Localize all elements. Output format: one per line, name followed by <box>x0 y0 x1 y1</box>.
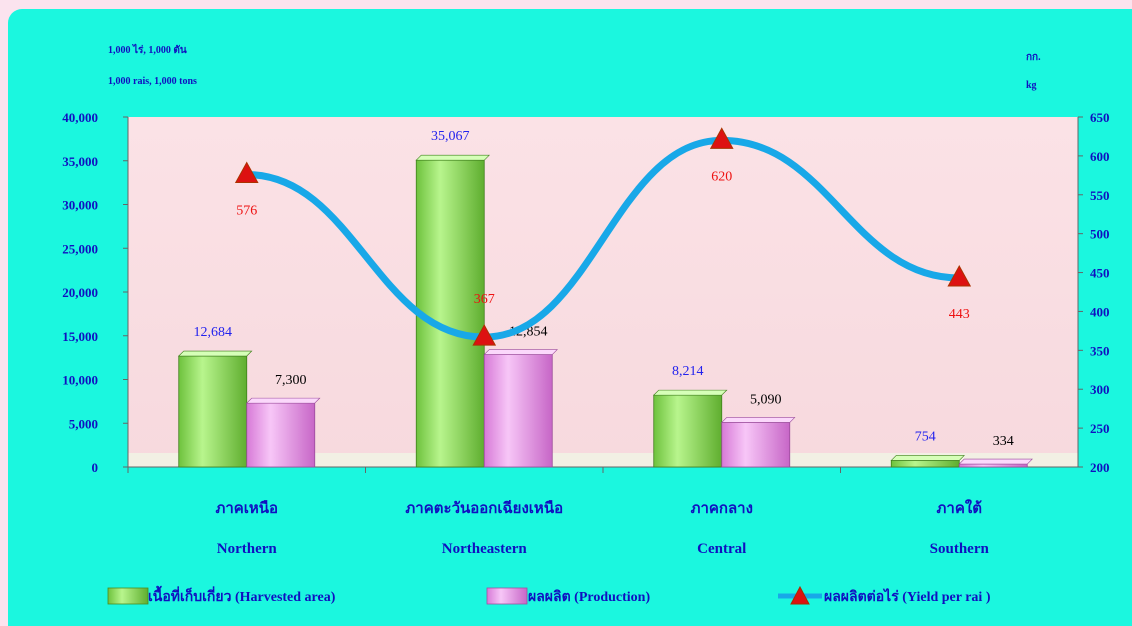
category-labels: ภาคเหนือ Northern ภาคตะวันออกเฉียงเหนือ Nor… <box>127 467 990 557</box>
bar-top-production <box>483 349 558 355</box>
bar-top-harvested <box>415 154 490 161</box>
left-tick-label: 10,000 <box>62 373 98 388</box>
left-unit-en: 1,000 rais, 1,000 tons <box>108 76 197 87</box>
category-label-en: Southern <box>930 541 990 557</box>
right-tick-label: 250 <box>1090 421 1110 436</box>
right-tick-label: 400 <box>1090 304 1110 319</box>
legend-label-yield: ผลผลิตต่อไร่ (Yield per rai ) <box>824 587 991 605</box>
category-label-en: Northern <box>217 541 278 557</box>
bar-harvested <box>415 159 485 468</box>
data-label-harvested: 35,067 <box>431 129 470 144</box>
legend-item-harvested[interactable]: เนื้อที่เก็บเกี่ยว (Harvested area) <box>107 585 336 605</box>
left-tick-label: 30,000 <box>62 198 98 213</box>
category-label-th: ภาคกลาง <box>691 501 753 517</box>
data-label-harvested: 12,684 <box>194 325 233 340</box>
right-tick-label: 300 <box>1090 382 1110 397</box>
right-tick-label: 500 <box>1090 227 1110 242</box>
right-tick-label: 450 <box>1090 266 1110 281</box>
right-tick-label: 600 <box>1090 149 1110 164</box>
data-label-production: 7,300 <box>275 373 307 388</box>
legend: เนื้อที่เก็บเกี่ยว (Harvested area) ผลผล… <box>107 585 991 605</box>
yield-data-label: 620 <box>711 169 732 184</box>
yield-marker <box>947 264 972 287</box>
left-tick-label: 25,000 <box>62 241 98 256</box>
legend-item-production[interactable]: ผลผลิต (Production) <box>486 587 650 605</box>
right-unit-en: kg <box>1026 80 1037 91</box>
yield-line: 576 367 620 443 <box>234 127 972 346</box>
right-tick-label: 350 <box>1090 343 1110 358</box>
yield-series-line <box>243 136 963 341</box>
bar-top-harvested <box>178 350 253 357</box>
data-label-production: 334 <box>993 434 1014 449</box>
bar-harvested <box>653 394 723 468</box>
category-label-en: Central <box>697 541 746 557</box>
bar-production <box>958 463 1028 468</box>
right-axis: 200 250 300 350 400 450 500 550 600 650 <box>1078 110 1110 475</box>
bar-top-harvested <box>653 389 728 396</box>
floor <box>128 453 1078 467</box>
category-label-th: ภาคใต้ <box>937 499 982 517</box>
data-label-harvested: 8,214 <box>672 364 704 379</box>
data-label-harvested: 754 <box>915 429 936 444</box>
left-tick-label: 40,000 <box>62 110 98 125</box>
bar-production <box>721 422 791 468</box>
left-tick-label: 15,000 <box>62 329 98 344</box>
right-tick-label: 550 <box>1090 188 1110 203</box>
left-axis: 0 5,000 10,000 15,000 20,000 25,000 30,000 35,0… <box>62 110 128 475</box>
legend-swatch-harvested <box>107 587 149 605</box>
category-label-th: ภาคตะวันออกเฉียงเหนือ <box>405 500 563 517</box>
data-label-production: 5,090 <box>750 392 782 407</box>
legend-item-yield[interactable]: ผลผลิตต่อไร่ (Yield per rai ) <box>778 585 991 605</box>
left-tick-label: 35,000 <box>62 154 98 169</box>
legend-label-harvested: เนื้อที่เก็บเกี่ยว (Harvested area) <box>148 585 336 605</box>
bar-top-production <box>721 417 796 423</box>
legend-marker-yield <box>790 585 810 605</box>
bar-production <box>246 402 316 468</box>
bar-top-harvested <box>890 455 965 461</box>
bar-top-production <box>246 397 321 404</box>
category-label-en: Northeastern <box>442 541 528 557</box>
left-tick-label: 5,000 <box>69 416 98 431</box>
yield-data-label: 576 <box>236 204 257 219</box>
left-tick-label: 0 <box>92 460 99 475</box>
bar-production <box>483 354 553 468</box>
left-unit-th: 1,000 ไร่, 1,000 ตัน <box>108 43 187 56</box>
bar-harvested <box>890 460 960 468</box>
bar-top-production <box>958 458 1033 465</box>
right-tick-label: 200 <box>1090 460 1110 475</box>
bar-harvested <box>178 355 248 468</box>
legend-label-production: ผลผลิต (Production) <box>528 589 650 605</box>
yield-marker <box>234 161 259 184</box>
yield-data-label: 443 <box>949 307 970 322</box>
right-tick-label: 650 <box>1090 110 1110 125</box>
left-tick-label: 20,000 <box>62 285 98 300</box>
category-label-th: ภาคเหนือ <box>215 500 278 517</box>
yield-data-label: 367 <box>474 292 495 307</box>
yield-marker <box>472 324 497 346</box>
yield-marker <box>709 127 734 149</box>
right-unit-th: กก. <box>1026 52 1041 63</box>
legend-swatch-production <box>486 587 528 605</box>
